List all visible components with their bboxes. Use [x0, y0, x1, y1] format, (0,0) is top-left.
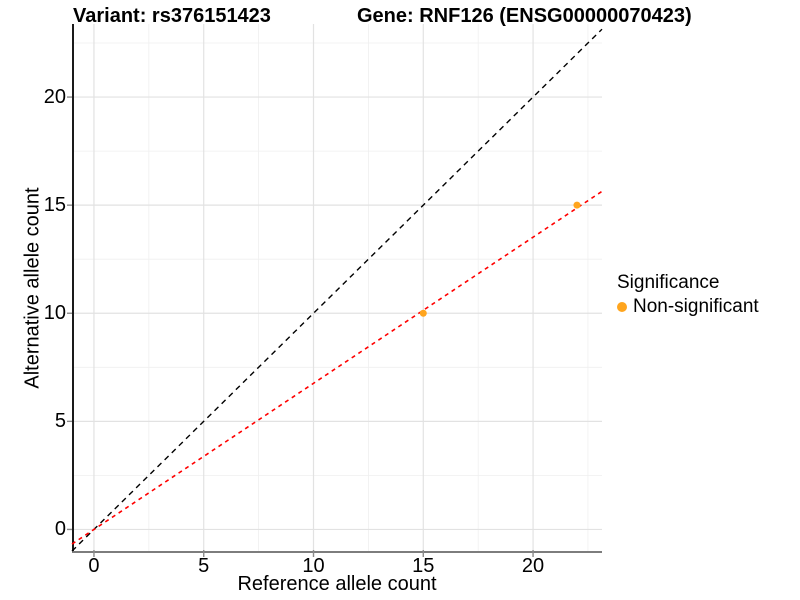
plot-panel	[67, 24, 603, 557]
data-point	[419, 309, 427, 317]
x-tick-label: 20	[521, 555, 545, 577]
legend-title: Significance	[617, 272, 720, 293]
legend-point-icon	[617, 302, 627, 312]
plot-title-gene: Gene: RNF126 (ENSG00000070423)	[357, 5, 692, 27]
x-tick-label: 15	[412, 555, 435, 577]
plot-title-variant: Variant: rs376151423	[73, 5, 271, 27]
x-tick-label: 5	[198, 555, 210, 577]
chart-svg	[67, 24, 603, 557]
x-tick-label: 0	[88, 555, 100, 577]
y-tick-label: 0	[54, 518, 66, 541]
fit-line	[71, 190, 603, 545]
y-tick-label: 5	[54, 410, 66, 433]
y-axis-title: Alternative allele count	[21, 187, 44, 389]
legend-item: Non-significant	[617, 296, 759, 318]
legend: Significance Non-significant	[617, 272, 759, 318]
y-tick-label: 10	[43, 302, 66, 325]
legend-items: Non-significant	[617, 296, 759, 318]
legend-item-label: Non-significant	[633, 296, 759, 317]
data-point	[573, 201, 581, 209]
x-axis-title: Reference allele count	[237, 573, 437, 595]
y-tick-label: 20	[43, 86, 66, 109]
y-tick-label: 15	[43, 194, 66, 217]
x-tick-label: 10	[302, 555, 325, 577]
identity-line	[71, 28, 603, 552]
